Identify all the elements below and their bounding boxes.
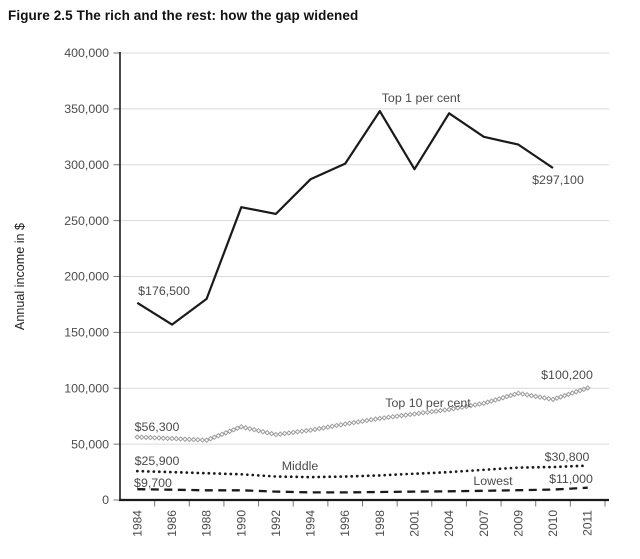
annotation-label: $9,700 xyxy=(134,476,172,490)
y-tick-label: 0 xyxy=(102,493,109,507)
y-tick-label: 200,000 xyxy=(64,270,109,284)
figure-title: Figure 2.5 The rich and the rest: how th… xyxy=(8,8,359,23)
x-tick-label: 1992 xyxy=(269,510,283,537)
x-tick-label: 1984 xyxy=(130,510,144,537)
annotation-label: $176,500 xyxy=(138,284,190,298)
x-tick-label: 2011 xyxy=(581,510,595,536)
x-tick-label: 2007 xyxy=(477,510,491,537)
x-tick-label: 2010 xyxy=(546,510,560,537)
annotation-label: $30,800 xyxy=(545,450,590,464)
annotation-label: $25,900 xyxy=(135,454,180,468)
series-middle xyxy=(135,464,590,479)
y-tick-label: 400,000 xyxy=(64,46,109,60)
series-top-1-per-cent xyxy=(136,110,554,326)
annotation-label: $100,200 xyxy=(541,368,593,382)
annotation-label: $11,000 xyxy=(549,472,593,486)
y-tick-label: 350,000 xyxy=(64,102,109,116)
annotation-label: $56,300 xyxy=(135,420,180,434)
x-tick-label: 1990 xyxy=(234,510,248,537)
x-tick-label: 1998 xyxy=(373,510,387,537)
x-tick-label: 2001 xyxy=(407,510,421,537)
x-tick-label: 2004 xyxy=(442,510,456,537)
y-tick-label: 150,000 xyxy=(64,326,109,340)
x-tick-label: 1988 xyxy=(200,510,214,537)
annotation-label: Middle xyxy=(282,459,319,473)
x-tick-label: 1986 xyxy=(165,510,179,537)
series-top-10-per-cent xyxy=(134,385,591,444)
y-tick-label: 50,000 xyxy=(71,437,109,451)
annotation-label: Lowest xyxy=(473,474,513,488)
x-tick-label: 2009 xyxy=(511,510,525,537)
y-tick-label: 250,000 xyxy=(64,214,109,228)
series-lowest xyxy=(137,486,588,494)
y-tick-label: 300,000 xyxy=(64,158,109,172)
x-tick-label: 1994 xyxy=(304,510,318,537)
annotation-label: Top 10 per cent xyxy=(385,396,471,410)
annotation-label: Top 1 per cent xyxy=(382,91,461,105)
y-tick-label: 100,000 xyxy=(64,381,109,395)
y-axis-title: Annual income in $ xyxy=(13,223,27,330)
x-tick-label: 1996 xyxy=(338,510,352,537)
annotation-label: $297,100 xyxy=(532,173,584,187)
